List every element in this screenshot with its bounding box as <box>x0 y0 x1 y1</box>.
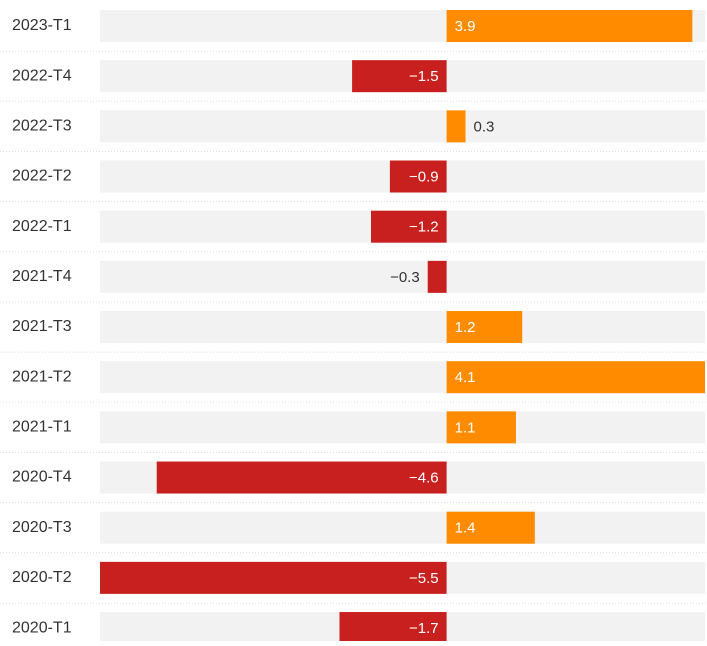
bar <box>352 60 447 93</box>
bar <box>100 561 447 594</box>
row-background <box>100 511 705 544</box>
value-label: 1.1 <box>455 419 476 436</box>
bar <box>339 612 447 645</box>
category-label: 2021-T3 <box>12 318 72 335</box>
value-label: 4.1 <box>455 369 476 386</box>
bar <box>446 311 523 344</box>
category-label: 2023-T1 <box>12 17 72 34</box>
category-label: 2020-T1 <box>12 619 72 636</box>
row-background <box>100 411 705 444</box>
value-label: 1.2 <box>455 319 476 336</box>
value-label: −0.9 <box>409 168 439 185</box>
bar <box>389 160 447 193</box>
value-label: 3.9 <box>455 18 476 35</box>
category-label: 2021-T1 <box>12 419 72 436</box>
row-background <box>100 110 705 143</box>
category-label: 2022-T4 <box>12 67 72 84</box>
value-label: −4.6 <box>409 469 439 486</box>
value-label: −1.5 <box>409 68 439 85</box>
bar <box>446 511 535 544</box>
value-label: 0.3 <box>474 118 495 135</box>
category-label: 2022-T2 <box>12 168 72 185</box>
value-label: −1.2 <box>409 219 439 236</box>
category-label: 2020-T3 <box>12 519 72 536</box>
category-label: 2021-T2 <box>12 368 72 385</box>
bar <box>446 110 466 143</box>
category-label: 2021-T4 <box>12 268 72 285</box>
category-label: 2020-T4 <box>12 469 72 486</box>
bar <box>156 461 447 494</box>
category-label: 2020-T2 <box>12 569 72 586</box>
row-background <box>100 260 705 293</box>
bar <box>446 411 516 444</box>
bar <box>370 210 447 243</box>
value-label: −0.3 <box>390 269 420 286</box>
bar <box>446 10 693 42</box>
category-label: 2022-T1 <box>12 218 72 235</box>
bar <box>427 260 447 293</box>
row-background <box>100 311 705 344</box>
value-label: 1.4 <box>455 520 476 537</box>
value-label: −5.5 <box>409 570 439 587</box>
category-label: 2022-T3 <box>12 118 72 135</box>
value-label: −1.7 <box>409 620 439 637</box>
bar <box>446 361 705 394</box>
